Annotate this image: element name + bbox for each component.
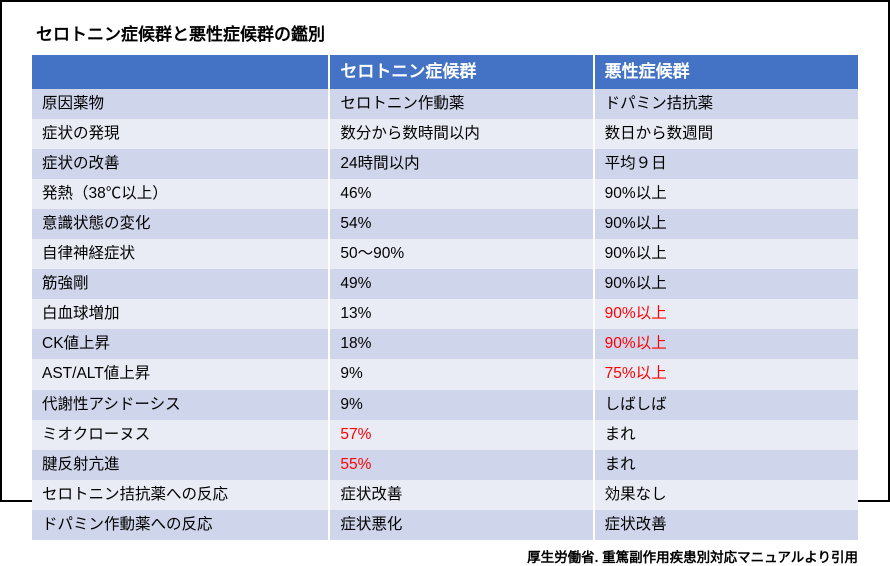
table-row: 筋強剛 49% 90%以上	[32, 269, 858, 299]
cell-malignant: 90%以上	[594, 239, 858, 269]
document-frame: セロトニン症候群と悪性症候群の鑑別 セロトニン症候群 悪性症候群 原因薬物セロト…	[0, 0, 890, 502]
cell-serotonin: 9%	[329, 359, 593, 389]
cell-malignant: まれ	[594, 450, 858, 480]
cell-malignant: 平均９日	[594, 149, 858, 179]
cell-serotonin: 49%	[329, 269, 593, 299]
cell-serotonin: 18%	[329, 329, 593, 359]
cell-value: セロトニン作動薬	[340, 95, 464, 112]
row-label: 症状の発現	[32, 119, 329, 149]
table-row: 自律神経症状 50〜90% 90%以上	[32, 239, 858, 269]
row-label: 原因薬物	[32, 89, 329, 119]
table-row: セロトニン拮抗薬への反応症状改善 効果なし	[32, 480, 858, 510]
row-label: 白血球増加	[32, 299, 329, 329]
table-row: 症状の発現数分から数時間以内 数日から数週間	[32, 119, 858, 149]
cell-serotonin: セロトニン作動薬	[329, 89, 593, 119]
cell-malignant: 90%以上	[594, 269, 858, 299]
table-row: 白血球増加 13% 90%以上	[32, 299, 858, 329]
cell-serotonin: 46%	[329, 179, 593, 209]
cell-malignant: まれ	[594, 420, 858, 450]
cell-value: 数日から数週間	[605, 125, 714, 142]
cell-serotonin: 9%	[329, 390, 593, 420]
cell-value: 症状改善	[340, 486, 402, 503]
cell-malignant: 症状改善	[594, 510, 858, 540]
cell-value: 24時間以内	[340, 155, 419, 172]
table-body: 原因薬物セロトニン作動薬 ドパミン拮抗薬症状の発現数分から数時間以内 数日から数週間…	[32, 89, 858, 539]
cell-value: 症状改善	[605, 516, 667, 533]
page-title: セロトニン症候群と悪性症候群の鑑別	[36, 20, 858, 45]
cell-value: 49%	[340, 275, 371, 292]
cell-malignant: 90%以上	[594, 329, 858, 359]
source-citation: 厚生労働省. 重篤副作用疾患別対応マニュアルより引用	[32, 546, 858, 566]
comparison-table: セロトニン症候群 悪性症候群 原因薬物セロトニン作動薬ドパミン拮抗薬症状の発現数…	[32, 55, 858, 540]
row-label: 代謝性アシドーシス	[32, 390, 329, 420]
cell-value: 55%	[340, 456, 371, 473]
table-row: 代謝性アシドーシス 9% しばしば	[32, 390, 858, 420]
cell-value: 数分から数時間以内	[340, 125, 480, 142]
cell-serotonin: 症状改善	[329, 480, 593, 510]
cell-serotonin: 54%	[329, 209, 593, 239]
cell-malignant: ドパミン拮抗薬	[594, 89, 858, 119]
cell-value: 9%	[340, 365, 362, 382]
table-row: ミオクローヌス 57% まれ	[32, 420, 858, 450]
cell-malignant: 90%以上	[594, 299, 858, 329]
cell-malignant: 90%以上	[594, 209, 858, 239]
cell-value: 90%以上	[605, 245, 667, 262]
table-row: 症状の改善 24時間以内 平均９日	[32, 149, 858, 179]
cell-value: ドパミン拮抗薬	[605, 95, 714, 112]
cell-serotonin: 13%	[329, 299, 593, 329]
row-label: AST/ALT値上昇	[32, 359, 329, 389]
table-row: AST/ALT値上昇 9% 75%以上	[32, 359, 858, 389]
row-label: ドパミン作動薬への反応	[32, 510, 329, 540]
cell-serotonin: 数分から数時間以内	[329, 119, 593, 149]
cell-serotonin: 55%	[329, 450, 593, 480]
cell-value: 50〜90%	[340, 245, 404, 262]
cell-serotonin: 50〜90%	[329, 239, 593, 269]
col-header-malignant: 悪性症候群	[594, 55, 858, 89]
table-row: 原因薬物セロトニン作動薬 ドパミン拮抗薬	[32, 89, 858, 119]
row-label: CK値上昇	[32, 329, 329, 359]
cell-value: まれ	[605, 426, 636, 443]
row-label: ミオクローヌス	[32, 420, 329, 450]
cell-malignant: 効果なし	[594, 480, 858, 510]
cell-serotonin: 57%	[329, 420, 593, 450]
table-row: ドパミン作動薬への反応症状悪化 症状改善	[32, 510, 858, 540]
table-row: 発熱（38℃以上） 46% 90%以上	[32, 179, 858, 209]
cell-malignant: しばしば	[594, 390, 858, 420]
cell-malignant: 数日から数週間	[594, 119, 858, 149]
cell-value: 平均９日	[605, 155, 667, 172]
table-row: 腱反射亢進 55% まれ	[32, 450, 858, 480]
cell-value: 75%以上	[605, 365, 667, 382]
cell-value: 57%	[340, 426, 371, 443]
cell-value: 54%	[340, 215, 371, 232]
cell-value: 9%	[340, 396, 362, 413]
cell-value: 90%以上	[605, 305, 667, 322]
cell-malignant: 75%以上	[594, 359, 858, 389]
cell-value: 90%以上	[605, 185, 667, 202]
row-label: 発熱（38℃以上）	[32, 179, 329, 209]
row-label: 腱反射亢進	[32, 450, 329, 480]
cell-value: まれ	[605, 456, 636, 473]
cell-malignant: 90%以上	[594, 179, 858, 209]
cell-value: 90%以上	[605, 275, 667, 292]
cell-value: 46%	[340, 185, 371, 202]
cell-serotonin: 24時間以内	[329, 149, 593, 179]
table-header-row: セロトニン症候群 悪性症候群	[32, 55, 858, 89]
cell-value: 90%以上	[605, 335, 667, 352]
cell-value: 効果なし	[605, 486, 667, 503]
col-header-empty	[32, 55, 329, 89]
row-label: セロトニン拮抗薬への反応	[32, 480, 329, 510]
cell-value: 90%以上	[605, 215, 667, 232]
cell-value: 18%	[340, 335, 371, 352]
cell-value: しばしば	[605, 396, 667, 413]
row-label: 意識状態の変化	[32, 209, 329, 239]
row-label: 自律神経症状	[32, 239, 329, 269]
row-label: 症状の改善	[32, 149, 329, 179]
col-header-serotonin: セロトニン症候群	[329, 55, 593, 89]
row-label: 筋強剛	[32, 269, 329, 299]
table-row: CK値上昇 18% 90%以上	[32, 329, 858, 359]
cell-value: 症状悪化	[340, 516, 402, 533]
cell-serotonin: 症状悪化	[329, 510, 593, 540]
cell-value: 13%	[340, 305, 371, 322]
table-row: 意識状態の変化 54% 90%以上	[32, 209, 858, 239]
